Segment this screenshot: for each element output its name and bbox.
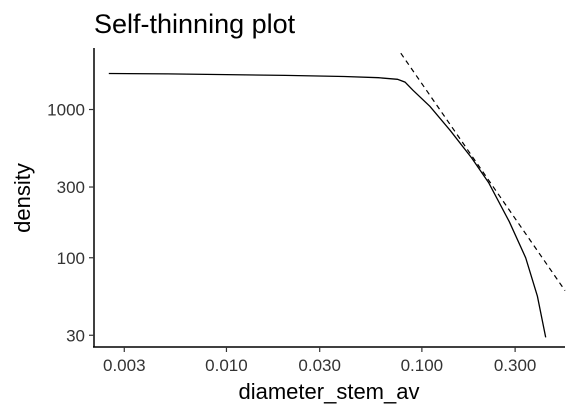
y-axis-ticks: 30 100 300 1000 [47,101,94,345]
x-axis-title: diameter_stem_av [239,379,420,404]
x-axis-ticks: 0.003 0.010 0.030 0.100 0.300 [103,347,536,375]
x-tick-label: 0.100 [401,356,444,375]
y-tick-label: 100 [57,249,85,268]
x-tick-label: 0.030 [298,356,341,375]
series-line [108,72,547,338]
x-tick-label: 0.010 [205,356,248,375]
chart-title: Self-thinning plot [94,9,296,39]
x-tick-label: 0.003 [103,356,146,375]
y-axis-title: density [10,163,35,233]
y-tick-label: 1000 [47,101,85,120]
reference-line [400,52,566,291]
y-tick-label: 300 [57,178,85,197]
plot-area [108,52,566,338]
x-tick-label: 0.300 [494,356,537,375]
y-tick-label: 30 [66,326,85,345]
